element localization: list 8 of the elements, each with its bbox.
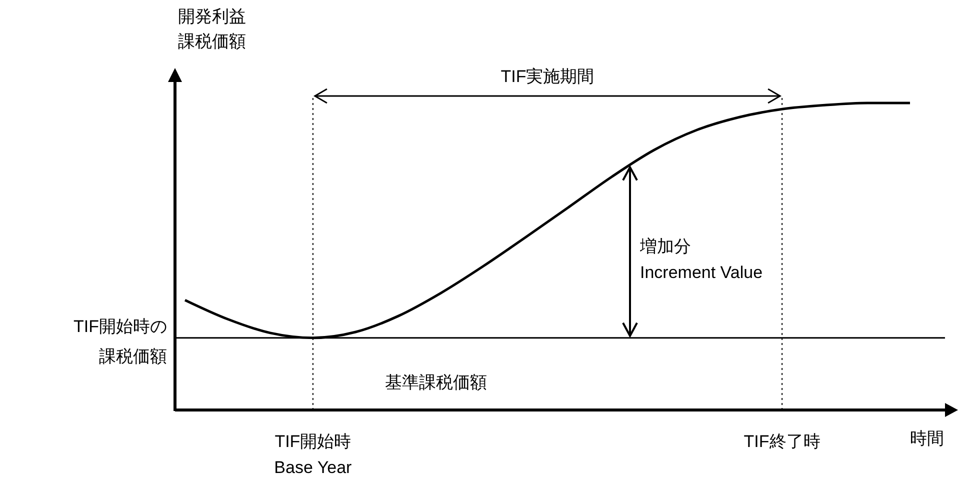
annotation: 基準課税価額 [385,373,487,392]
x-tick-label: TIF開始時 Base Year [274,432,352,477]
x-tick-label: TIF終了時 [744,432,820,451]
y-axis-title: 開発利益課税価額 [178,7,246,51]
x-axis-title: 時間 [910,429,944,448]
ref-line-label: TIF開始時の課税価額 [74,316,167,366]
annotation: 増加分 Increment Value [639,237,763,282]
text: TIF実施期間 [500,67,594,86]
